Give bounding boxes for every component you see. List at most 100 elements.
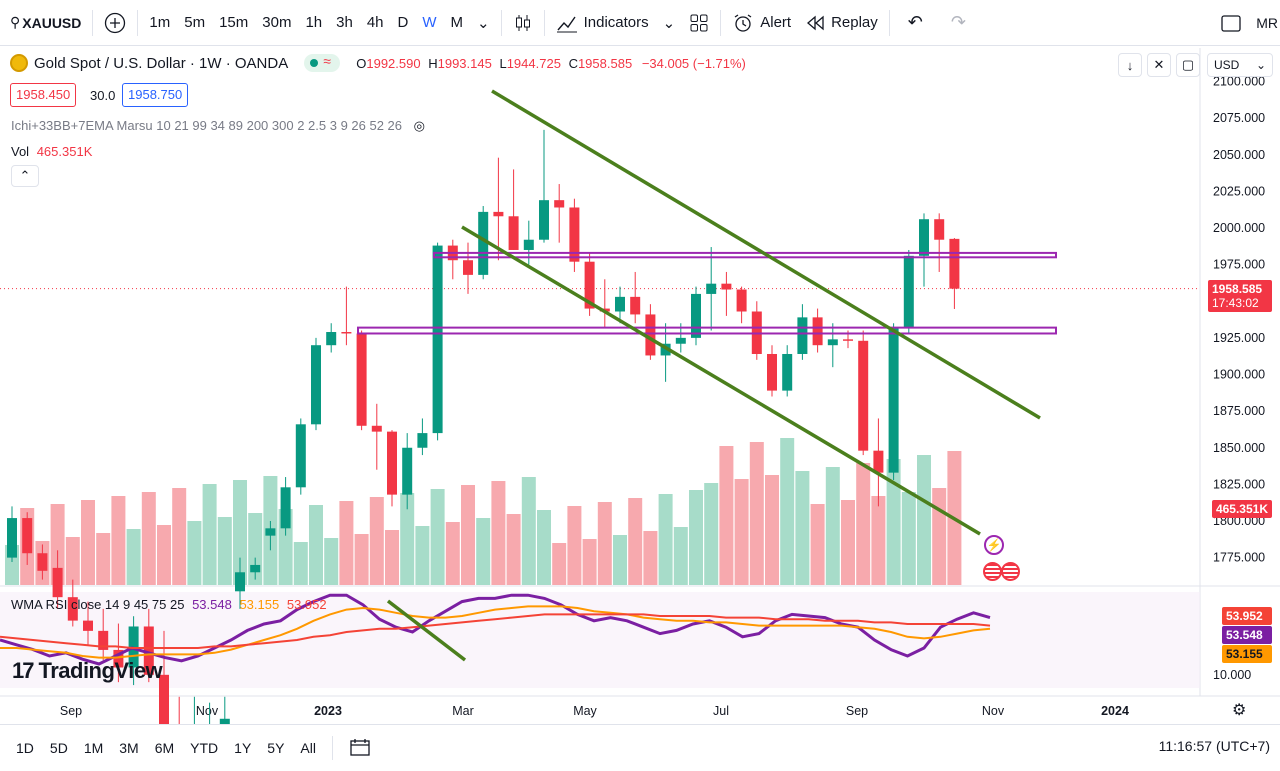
undo-button[interactable]: ↶ [894,0,937,46]
volume-bar [795,471,810,585]
range-1m[interactable]: 1M [83,740,104,756]
chart-canvas[interactable]: 2100.000 2075.000 2050.000 2025.000 2000.000… [0,48,1280,724]
candle-body [478,211,489,275]
volume-bar [50,504,65,585]
candle-body [250,564,261,573]
alert-button[interactable]: Alert [725,0,798,46]
symbol-title[interactable]: Gold Spot / U.S. Dollar · 1W · OANDA [34,54,289,72]
volume-bar [810,504,825,585]
candle-body [463,260,473,275]
range-3m[interactable]: 3M [119,740,139,756]
candle-body [934,219,945,240]
chart-legend: Gold Spot / U.S. Dollar · 1W · OANDA ≈ O… [10,53,746,72]
collapse-pane-button[interactable]: ✕ [1147,53,1171,77]
us-flag-icon[interactable] [983,562,1002,581]
range-all[interactable]: All [300,740,316,756]
redo-button[interactable]: ↷ [937,0,980,46]
volume-bar [537,510,551,585]
price-tick: 1825.000 [1213,477,1265,491]
interval-30m[interactable]: 30m [262,14,292,31]
interval-4h[interactable]: 4h [366,14,384,31]
candle-body [508,216,519,250]
volume-bar [506,514,521,585]
interval-1m[interactable]: 1m [149,14,171,31]
chart-type-button[interactable] [506,0,540,46]
price-tick: 2025.000 [1213,184,1265,198]
volume-bar [552,543,567,585]
interval-W[interactable]: W [422,14,437,31]
gear-icon: ⚙ [1232,702,1247,719]
divider [331,736,333,760]
replay-button[interactable]: Replay [798,0,885,46]
volume-tag: 465.351K [1211,500,1272,518]
time-tick: Nov [196,704,219,718]
chevron-down-icon: ⌄ [1255,58,1266,72]
volume-bar [324,538,339,585]
volume-bar [780,438,795,585]
divider [720,9,722,36]
date-range-button[interactable] [341,737,379,760]
interval-15m[interactable]: 15m [219,14,249,31]
redo-icon: ↷ [950,12,966,32]
candle-body [569,207,580,262]
ask-price-button[interactable]: 1958.750 [122,83,189,107]
candle-body [675,337,686,344]
alert-label: Alert [760,14,792,31]
interval-M[interactable]: M [450,14,464,31]
volume-bar [734,479,749,585]
candle-body [219,718,230,724]
flash-event-icon[interactable]: ⚡ [984,535,1004,555]
candle-body [159,674,169,724]
interval-3h[interactable]: 3h [336,14,353,31]
collapse-legend-button[interactable]: ⌃ [11,165,39,187]
interval-5m[interactable]: 5m [184,14,206,31]
range-5d[interactable]: 5D [49,740,68,756]
maximize-pane-button[interactable]: ▢ [1176,53,1200,77]
range-6m[interactable]: 6M [154,740,175,756]
calendar-icon [350,738,370,756]
clock[interactable]: 11:16:57 (UTC+7) [1158,738,1270,754]
volume-legend[interactable]: Vol 465.351K [11,144,93,159]
scroll-down-button[interactable]: ↓ [1118,53,1142,77]
bid-price-button[interactable]: 1958.450 [10,83,77,107]
candle-body [584,261,595,309]
interval-1h[interactable]: 1h [305,14,323,31]
range-ytd[interactable]: YTD [190,740,219,756]
rsi-ma-slow [0,613,991,649]
compare-add-button[interactable] [97,0,133,46]
user-menu[interactable]: MR [1249,0,1280,46]
volume-bar [339,501,354,585]
indicators-button[interactable]: Indicators ⌄ [549,0,683,46]
volume-bar [400,493,415,585]
interval-D[interactable]: D [397,14,409,31]
volume-bar [65,537,80,585]
symbol-search[interactable]: ⚲ XAUUSD [0,0,88,46]
volume-bar [491,481,506,585]
candle-body [706,283,717,294]
templates-button[interactable] [682,0,716,46]
collapse-icon: ✕ [1153,57,1165,72]
rsi-legend[interactable]: WMA RSI close 14 9 45 75 25 53.548 53.15… [11,597,327,612]
interval-dropdown[interactable]: ⌄ [470,0,497,46]
fullscreen-button[interactable] [1213,0,1249,46]
arrow-down-icon: ↓ [1126,57,1134,73]
candle-body [311,345,321,425]
spread-value: 30.0 [90,88,116,103]
candle-body [52,567,63,598]
volume-bar [172,488,187,585]
undo-icon: ↶ [907,12,923,32]
range-5y[interactable]: 5Y [267,740,285,756]
indicator-legend[interactable]: Ichi+33BB+7EMA Marsu 10 21 99 34 89 200 … [11,118,425,133]
candle-body [280,487,291,529]
candle-body [721,283,732,290]
candle-body [554,200,565,208]
divider [92,9,94,36]
eye-hidden-icon[interactable]: ◎ [413,118,425,133]
tradingview-logo[interactable]: 17 TradingView [12,658,163,683]
range-1y[interactable]: 1Y [234,740,252,756]
range-1d[interactable]: 1D [16,740,34,756]
us-flag-icon[interactable] [1001,562,1020,581]
last-price-tag: 1958.585 17:43:02 [1208,280,1272,312]
currency-select[interactable]: USD ⌄ [1207,53,1273,77]
axis-settings-button[interactable]: ⚙ [1232,700,1246,720]
